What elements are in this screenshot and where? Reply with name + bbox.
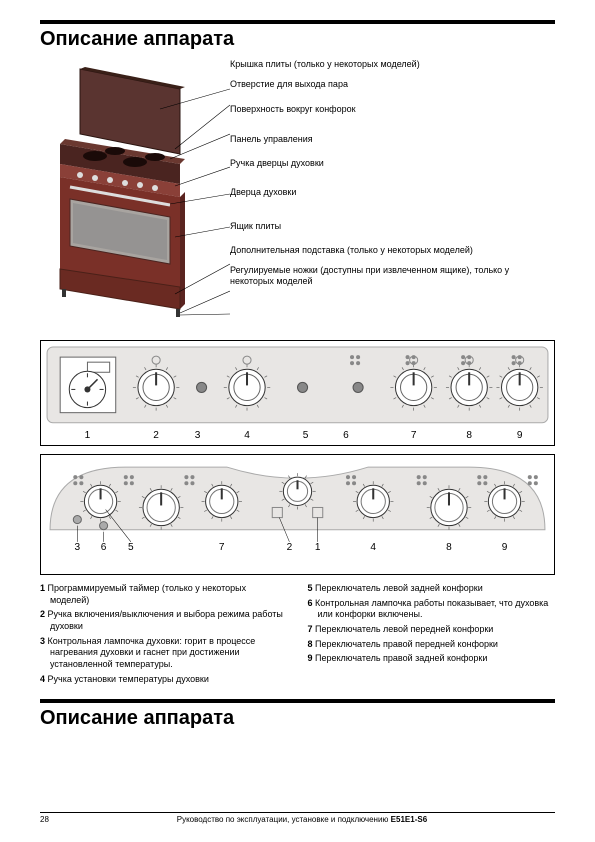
- callout-surface: Поверхность вокруг конфорок: [230, 104, 555, 116]
- stove-diagram: Крышка плиты (только у некоторых моделей…: [40, 59, 555, 332]
- svg-text:4: 4: [244, 430, 250, 441]
- legend-item-8: 8 Переключатель правой передней конфорки: [308, 639, 556, 651]
- legend-item-1: 1 Программируемый таймер (только у некот…: [40, 583, 288, 606]
- svg-text:9: 9: [502, 542, 508, 553]
- knob-1: [197, 382, 207, 392]
- legend-item-7: 7 Переключатель левой передней конфорки: [308, 624, 556, 636]
- knob-3: [298, 382, 308, 392]
- legend-item-9: 9 Переключатель правой задней конфорки: [308, 653, 556, 665]
- svg-text:8: 8: [466, 430, 472, 441]
- legend-item-4: 4 Ручка установки температуры духовки: [40, 674, 288, 686]
- svg-text:3: 3: [75, 542, 81, 553]
- svg-text:1: 1: [315, 542, 321, 553]
- control-panel-rect: 1 2 3 4 5 6 7 8 9: [40, 340, 555, 446]
- callout-door: Дверца духовки: [230, 187, 555, 199]
- footer-text: Руководство по эксплуатации, установке и…: [49, 815, 555, 824]
- svg-text:5: 5: [128, 542, 134, 553]
- svg-text:4: 4: [370, 542, 376, 553]
- secondary-title: Описание аппарата: [40, 707, 555, 730]
- legend-item-3: 3 Контрольная лампочка духовки: горит в …: [40, 636, 288, 671]
- legend-item-5: 5 Переключатель левой задней конфорки: [308, 583, 556, 595]
- callout-stand: Дополнительная подставка (только у некот…: [230, 245, 555, 257]
- svg-text:5: 5: [303, 430, 309, 441]
- svg-text:8: 8: [446, 542, 452, 553]
- svg-text:9: 9: [517, 430, 523, 441]
- main-title: Описание аппарата: [40, 28, 555, 51]
- callout-panel: Панель управления: [230, 134, 555, 146]
- svg-text:6: 6: [343, 430, 349, 441]
- callout-handle: Ручка дверцы духовки: [230, 158, 555, 170]
- control-panel-curved: 3 6 5 7 2 1 4 8 9: [40, 454, 555, 575]
- legend: 1 Программируемый таймер (только у некот…: [40, 583, 555, 689]
- legend-item-6: 6 Контрольная лампочка работы показывает…: [308, 598, 556, 621]
- callout-drawer: Ящик плиты: [230, 221, 555, 233]
- svg-text:2: 2: [153, 430, 159, 441]
- svg-text:2: 2: [287, 542, 293, 553]
- callout-lid: Крышка плиты (только у некоторых моделей…: [230, 59, 555, 71]
- stove-illustration: [40, 59, 230, 329]
- page-footer: 28 Руководство по эксплуатации, установк…: [40, 812, 555, 824]
- page-number: 28: [40, 815, 49, 824]
- svg-text:7: 7: [219, 542, 225, 553]
- svg-text:1: 1: [85, 430, 91, 441]
- svg-text:6: 6: [101, 542, 107, 553]
- svg-text:7: 7: [411, 430, 417, 441]
- callout-legs: Регулируемые ножки (доступны при извлече…: [230, 265, 555, 288]
- legend-item-2: 2 Ручка включения/выключения и выбора ре…: [40, 609, 288, 632]
- svg-text:3: 3: [195, 430, 201, 441]
- callout-steam: Отверстие для выхода пара: [230, 79, 555, 91]
